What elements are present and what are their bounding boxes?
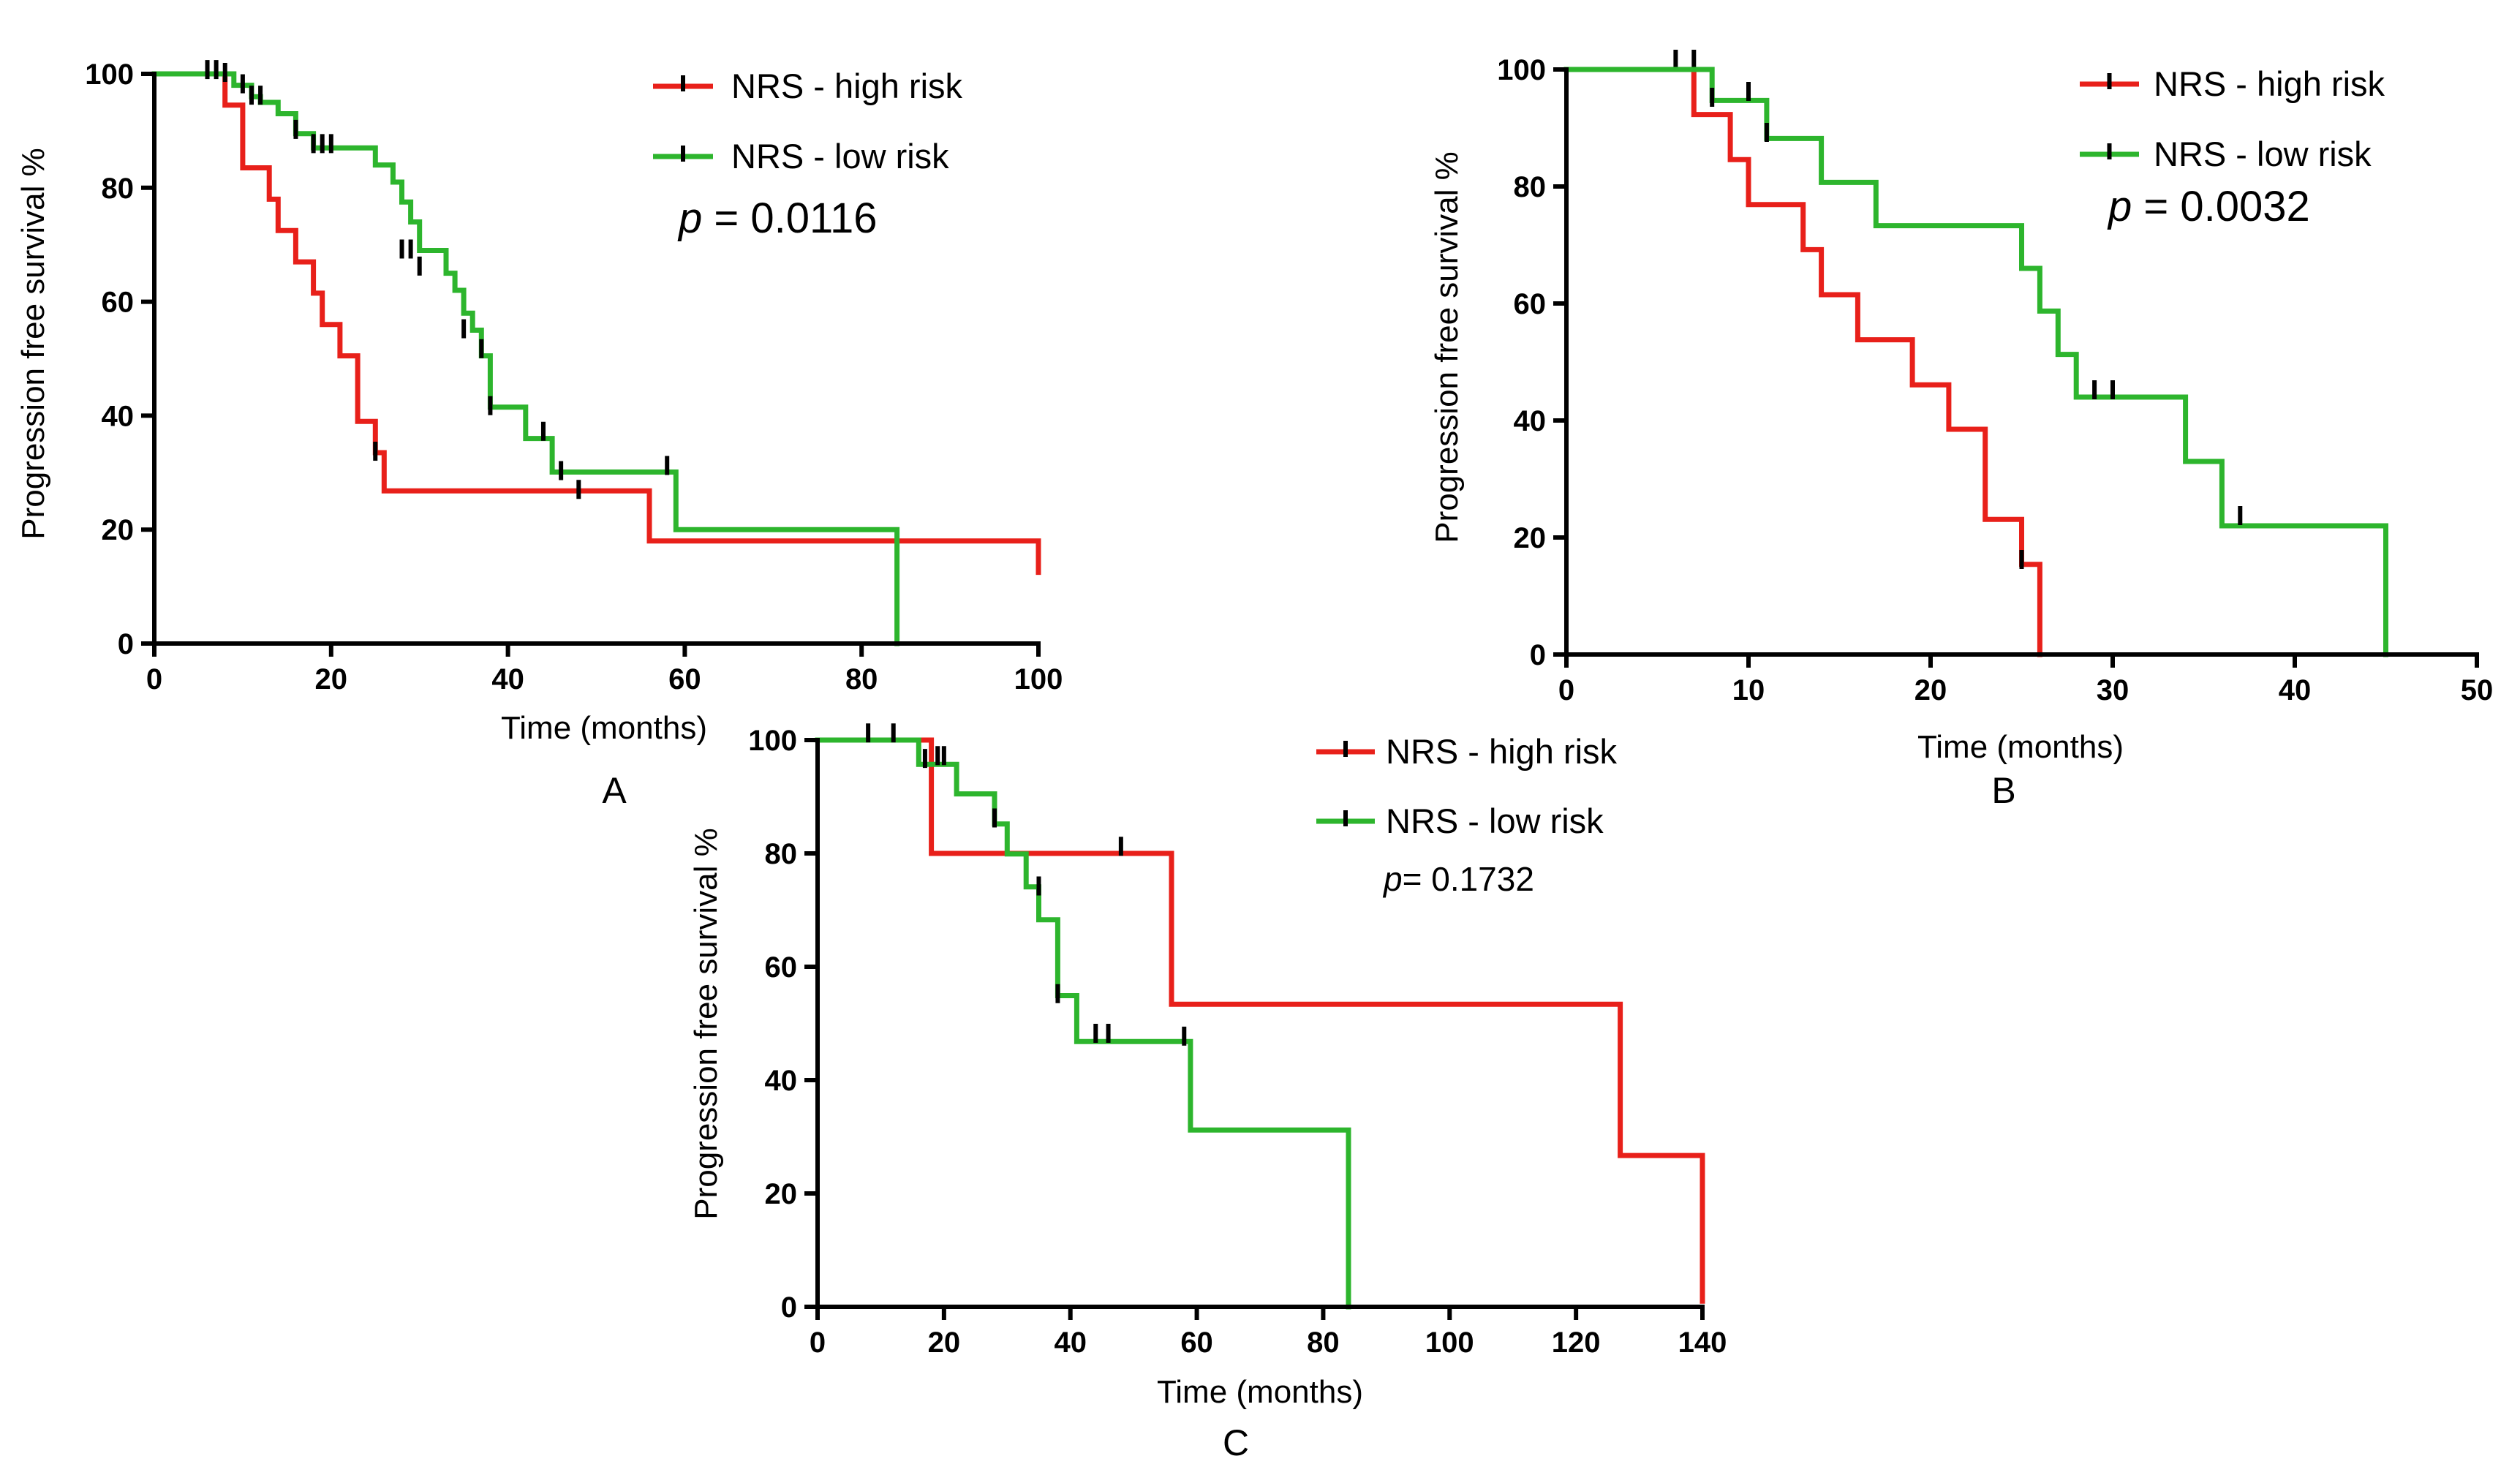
y-tick-label: 60 [102, 287, 135, 319]
series-line-high-risk [151, 71, 1041, 576]
y-tick-label: 0 [1530, 639, 1546, 671]
p-value-text: = 0.1732 [1403, 860, 1534, 898]
x-tick-label: 140 [1678, 1327, 1727, 1359]
y-tick-label: 40 [765, 1065, 798, 1097]
y-tick-label: 0 [118, 628, 134, 660]
x-tick-label: 60 [1180, 1327, 1213, 1359]
x-tick-label: 100 [1425, 1327, 1474, 1359]
p-value-text: = 0.0032 [2132, 183, 2310, 230]
legend-label-high-risk: NRS - high risk [731, 67, 963, 105]
y-tick-label: 60 [1514, 288, 1547, 320]
panel-b-curves [1563, 50, 2388, 657]
y-tick-label: 80 [765, 838, 798, 870]
x-tick-label: 120 [1552, 1327, 1601, 1359]
series-line-low-risk [815, 737, 1351, 1310]
x-tick-label: 50 [2461, 674, 2494, 706]
y-tick-label: 20 [102, 514, 135, 546]
x-tick-label: 30 [2097, 674, 2129, 706]
x-tick-label: 40 [2279, 674, 2312, 706]
y-tick-label: 80 [1514, 171, 1547, 203]
x-tick-label: 0 [1558, 674, 1574, 706]
y-tick-label: 60 [765, 951, 798, 984]
p-value: p = 0.0116 [677, 195, 877, 242]
panel-a: 0 20 40 60 80 100 0 20 40 60 80 100 NRS - high risk… [15, 59, 1063, 811]
panel-label: B [1991, 770, 2015, 811]
series-line-low-risk [151, 71, 900, 646]
y-axis-label: Progression free survival % [15, 148, 51, 540]
y-tick-label: 40 [1514, 405, 1547, 437]
x-tick-label: 20 [315, 663, 348, 695]
legend-label-low-risk: NRS - low risk [2154, 135, 2372, 173]
panel-a-curves [151, 60, 1041, 646]
panel-c: 0 20 40 60 80 100 0 20 40 60 80 100 120 140 NRS - hig… [688, 723, 1727, 1463]
legend-label-low-risk: NRS - low risk [731, 137, 949, 176]
p-value: p= 0.1732 [1382, 860, 1534, 898]
panel-c-axes: 0 20 40 60 80 100 0 20 40 60 80 100 120 140 [748, 725, 1727, 1359]
panel-b-legend: NRS - high risk NRS - low risk [2080, 64, 2385, 173]
p-symbol: p [1382, 860, 1403, 898]
legend-label-low-risk: NRS - low risk [1386, 801, 1604, 840]
legend-label-high-risk: NRS - high risk [2154, 64, 2385, 103]
y-tick-label: 0 [781, 1291, 797, 1324]
panel-a-legend: NRS - high risk NRS - low risk [653, 67, 963, 176]
x-axis-label: Time (months) [1157, 1374, 1363, 1410]
y-axis-label: Progression free survival % [1429, 151, 1465, 543]
y-tick-label: 100 [1497, 54, 1546, 86]
x-tick-label: 80 [1307, 1327, 1340, 1359]
x-tick-label: 40 [1054, 1327, 1087, 1359]
panel-a-axes: 0 20 40 60 80 100 0 20 40 60 80 100 [85, 59, 1063, 695]
y-tick-label: 20 [765, 1178, 798, 1210]
panel-label: C [1223, 1422, 1249, 1463]
y-tick-label: 20 [1514, 522, 1547, 554]
x-tick-label: 20 [928, 1327, 961, 1359]
x-tick-label: 100 [1014, 663, 1063, 695]
y-tick-label: 80 [102, 173, 135, 205]
x-axis-label: Time (months) [1917, 729, 2124, 765]
panel-label: A [602, 770, 627, 811]
series-line-high-risk [815, 737, 1705, 1304]
x-tick-label: 20 [1914, 674, 1947, 706]
x-tick-label: 0 [810, 1327, 826, 1359]
y-tick-label: 40 [102, 400, 135, 432]
series-line-high-risk [1563, 67, 2042, 657]
x-tick-label: 10 [1732, 674, 1765, 706]
panel-b: 0 20 40 60 80 100 0 10 20 30 40 50 NRS - high risk … [1429, 50, 2493, 811]
p-symbol: p [2107, 183, 2132, 230]
x-tick-label: 40 [491, 663, 524, 695]
x-tick-label: 0 [146, 663, 162, 695]
legend-label-high-risk: NRS - high risk [1386, 732, 1618, 771]
y-tick-label: 100 [748, 725, 797, 757]
panel-c-legend: NRS - high risk NRS - low risk [1316, 732, 1618, 840]
panel-c-curves [815, 723, 1705, 1310]
p-symbol: p [677, 195, 702, 242]
p-value: p = 0.0032 [2107, 183, 2310, 230]
x-tick-label: 60 [668, 663, 701, 695]
panel-b-axes: 0 20 40 60 80 100 0 10 20 30 40 50 [1497, 54, 2493, 706]
y-tick-label: 100 [85, 59, 134, 91]
x-tick-label: 80 [845, 663, 878, 695]
y-axis-label: Progression free survival % [688, 828, 724, 1220]
p-value-text: = 0.0116 [702, 195, 877, 242]
x-axis-label: Time (months) [501, 710, 707, 746]
